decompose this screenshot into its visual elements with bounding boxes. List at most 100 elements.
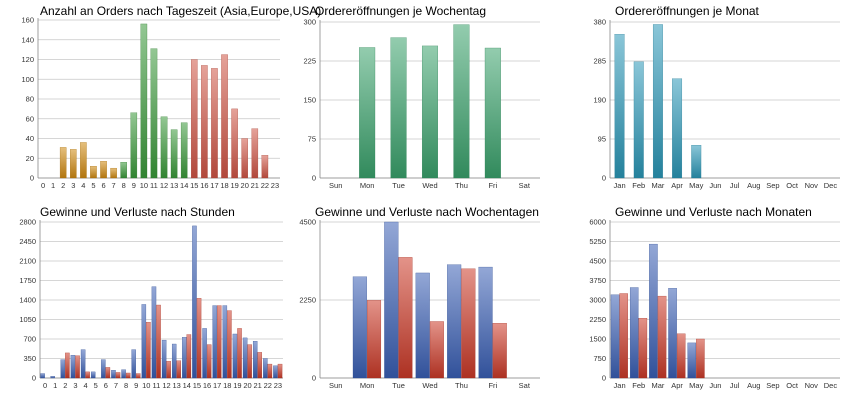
x-tick-label: 7 [114, 381, 118, 390]
y-tick-label: 3750 [589, 276, 606, 285]
y-tick-label: 5250 [589, 237, 606, 246]
x-tick-label: Sun [329, 181, 342, 190]
bar [461, 268, 476, 379]
bar [629, 287, 639, 379]
bar [151, 286, 157, 379]
x-tick-label: 22 [264, 381, 272, 390]
x-tick-label: Dec [824, 381, 838, 390]
bar [652, 24, 663, 179]
y-tick-label: 6000 [589, 218, 606, 227]
bar [492, 323, 507, 379]
y-tick-label: 190 [593, 96, 606, 105]
bar [146, 322, 151, 379]
bar [110, 167, 117, 179]
x-tick-label: 14 [183, 381, 191, 390]
bar [484, 47, 501, 179]
bar [170, 129, 178, 179]
y-tick-label: 160 [21, 16, 34, 25]
bar [192, 225, 197, 379]
bar [125, 372, 131, 379]
bar [75, 355, 80, 379]
chart-title: Gewinne und Verluste nach Stunden [40, 205, 235, 219]
y-tick-label: 120 [21, 55, 34, 64]
x-tick-label: 10 [140, 181, 148, 190]
y-tick-label: 4500 [299, 218, 316, 227]
bar [251, 128, 259, 179]
x-tick-label: 12 [160, 181, 168, 190]
bar [80, 349, 86, 379]
y-tick-label: 1750 [19, 276, 36, 285]
bar [131, 349, 136, 379]
bar [267, 363, 273, 379]
chart-panel-orders-by-weekday: Ordereröffnungen je Wochentag 0 75 150 225 3… [295, 0, 550, 200]
y-tick-label: 750 [593, 354, 606, 363]
chart-orders-by-weekday: 0 75 150 225 300 Sun Mon Tue Wed Thu Fri Sat [303, 18, 540, 190]
bar [277, 363, 283, 379]
x-tick-label: Thu [455, 381, 468, 390]
bar [691, 145, 702, 179]
x-tick-label: 14 [180, 181, 188, 190]
x-tick-label: 17 [213, 381, 221, 390]
bar [105, 367, 111, 379]
chart-panel-orders-by-hour: Anzahl an Orders nach Tageszeit (Asia,Eu… [20, 0, 321, 200]
chart-panel-pnl-by-weekday: Gewinne und Verluste nach Wochentagen 0 2… [295, 200, 550, 400]
x-tick-label: 21 [251, 181, 259, 190]
x-tick-label: 4 [83, 381, 87, 390]
y-tick-label: 95 [598, 135, 606, 144]
x-tick-label: 17 [210, 181, 218, 190]
bar [186, 334, 192, 379]
y-tick-label: 0 [602, 174, 606, 183]
y-tick-label: 2100 [19, 257, 36, 266]
bar [242, 337, 248, 379]
chart-orders-by-month: 0 95 190 285 380 Jan Feb Mar Apr May Jun Jul Aug Sep O… [593, 18, 840, 190]
bar [614, 34, 625, 179]
bar [415, 272, 430, 379]
bar [191, 59, 198, 179]
bar [261, 155, 269, 179]
bar [121, 369, 126, 379]
x-tick-label: 16 [200, 181, 208, 190]
y-tick-label: 75 [308, 135, 316, 144]
x-tick-label: 18 [223, 381, 231, 390]
y-tick-label: 0 [312, 374, 316, 383]
bar [237, 328, 242, 379]
chart-pnl-by-month: 0 750 1500 2250 3000 3750 4500 5250 6000 Jan Feb Ma… [589, 218, 840, 390]
y-tick-label: 2800 [19, 218, 36, 227]
x-tick-label: 2 [63, 381, 67, 390]
y-tick-label: 2250 [299, 296, 316, 305]
bar [696, 338, 705, 379]
x-tick-label: 3 [73, 381, 77, 390]
chart-title: Anzahl an Orders nach Tageszeit (Asia,Eu… [40, 4, 322, 18]
x-tick-label: Tue [392, 181, 405, 190]
x-tick-label: 19 [233, 381, 241, 390]
bar [478, 266, 493, 379]
y-tick-label: 700 [23, 335, 36, 344]
bar [453, 24, 470, 179]
x-tick-label: Aug [747, 381, 760, 390]
x-tick-label: Mar [651, 381, 664, 390]
bar [649, 243, 658, 379]
x-tick-label: 22 [261, 181, 269, 190]
x-tick-label: 18 [220, 181, 228, 190]
x-tick-label: 12 [162, 381, 170, 390]
bar [196, 298, 202, 379]
bar [211, 68, 218, 179]
y-tick-label: 4500 [589, 257, 606, 266]
bar [231, 108, 238, 179]
bar [247, 344, 252, 379]
bar [59, 147, 67, 179]
bar [257, 352, 263, 379]
x-tick-label: 4 [81, 181, 85, 190]
x-tick-label: 7 [112, 181, 116, 190]
x-tick-label: 23 [271, 181, 279, 190]
bar [252, 341, 258, 379]
bar [429, 321, 444, 379]
bar [222, 305, 228, 379]
bar [136, 373, 141, 379]
bar [171, 343, 177, 379]
y-tick-label: 140 [21, 35, 34, 44]
x-tick-label: 1 [53, 381, 57, 390]
bar [161, 339, 167, 379]
x-tick-label: 8 [122, 181, 126, 190]
x-tick-label: Jul [730, 181, 740, 190]
